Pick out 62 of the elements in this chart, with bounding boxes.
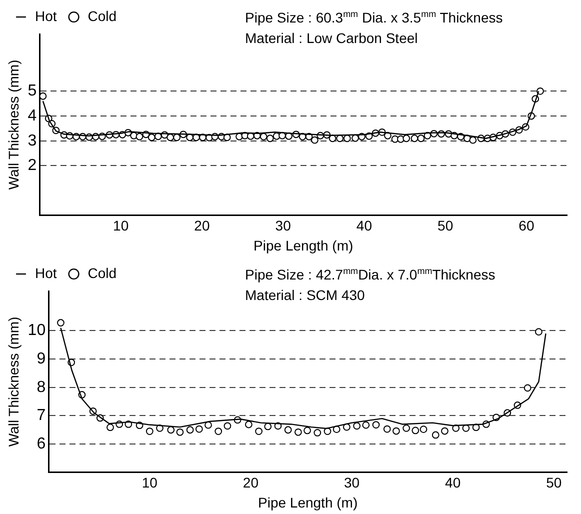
legend-label: Hot	[35, 264, 57, 281]
x-tick-label: 50	[546, 474, 562, 491]
x-tick-label: 30	[275, 218, 292, 234]
chart-subtitle: Material : Low Carbon Steel	[245, 28, 419, 48]
y-axis-title: Wall Thickness (mm)	[5, 60, 22, 190]
y-tick-label: 10	[28, 322, 46, 340]
point	[106, 424, 114, 432]
point	[324, 428, 332, 435]
point	[264, 422, 272, 430]
point	[284, 426, 292, 434]
y-tick-label: 2	[28, 157, 37, 174]
point	[441, 427, 448, 435]
point	[383, 425, 391, 433]
point	[204, 421, 212, 429]
x-tick-label: 60	[518, 218, 534, 234]
x-axis-title: Pipe Length (m)	[254, 237, 354, 254]
point	[392, 427, 400, 435]
y-tick-label: 8	[36, 378, 46, 396]
point	[176, 428, 184, 436]
point	[294, 428, 302, 436]
legend-label: Cold	[88, 264, 117, 281]
point	[535, 328, 542, 336]
chart-title: Pipe Size : 60.3$^{mm}$ Dia. x 3.5$^{mm}$ Thickness	[245, 8, 503, 28]
point	[244, 420, 252, 428]
y-tick-label: 6	[36, 435, 46, 452]
y-tick-label: 3	[28, 132, 37, 150]
x-tick-label: 30	[344, 474, 360, 491]
point	[402, 424, 410, 432]
point	[214, 428, 222, 435]
y-tick-label: 4	[28, 107, 37, 124]
x-tick-label: 10	[142, 474, 158, 491]
legend-label: Hot	[35, 8, 57, 24]
x-tick-label: 20	[242, 474, 259, 491]
x-tick-label: 40	[445, 474, 461, 491]
point	[412, 426, 420, 434]
point	[167, 426, 175, 434]
point	[432, 431, 440, 439]
x-axis-title: Pipe Length (m)	[258, 494, 358, 510]
point	[362, 421, 370, 429]
x-tick-label: 50	[438, 218, 454, 234]
x-tick-label: 40	[356, 218, 372, 234]
x-tick-label: 10	[113, 218, 129, 234]
point	[57, 319, 64, 326]
point	[372, 421, 380, 428]
chart-title: Pipe Size : 42.7$^{mm}$Dia. x 7.0$^{mm}$Thickness	[245, 265, 496, 285]
y-tick-label: 7	[36, 407, 46, 424]
point	[353, 422, 361, 430]
point	[314, 429, 322, 436]
y-tick-label: 9	[36, 350, 46, 368]
x-tick-label: 20	[194, 218, 210, 234]
point	[186, 426, 194, 434]
point	[146, 428, 154, 435]
point	[255, 428, 262, 435]
point	[195, 425, 203, 433]
point	[224, 422, 232, 430]
chart-subtitle: Material : SCM 430	[245, 286, 366, 305]
point	[304, 426, 311, 434]
y-axis-title: Wall Thickness (mm)	[5, 316, 22, 447]
y-tick-label: 5	[28, 82, 37, 100]
point	[524, 384, 532, 392]
point	[420, 426, 428, 434]
legend-label: Cold	[88, 8, 117, 24]
